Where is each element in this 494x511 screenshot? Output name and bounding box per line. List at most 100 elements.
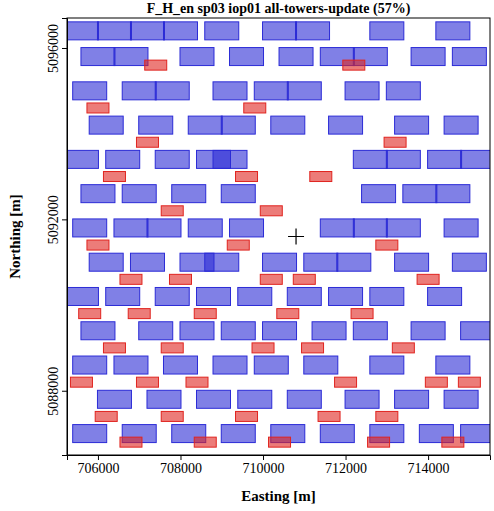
y-tick-label: 5092000	[46, 195, 61, 244]
y-tick: 5088000	[46, 367, 67, 416]
footprint-patch	[428, 150, 462, 168]
footprint-patch	[213, 82, 247, 100]
footprint-patch	[221, 425, 255, 443]
chart-title: F_H_en sp03 iop01 all-towers-update (57%…	[147, 1, 411, 17]
footprint-patch	[384, 137, 406, 147]
footprint-patch	[310, 172, 332, 182]
y-tick-mark	[62, 48, 67, 49]
footprint-patch	[161, 411, 183, 421]
footprint-patch	[458, 377, 480, 387]
footprint-patch	[436, 22, 470, 40]
footprint-patch	[238, 287, 272, 305]
footprint-patch	[236, 172, 258, 182]
footprint-patch	[386, 150, 420, 168]
footprint-patch	[370, 287, 404, 305]
footprint-patch	[205, 22, 239, 40]
footprint-patch	[163, 22, 197, 40]
footprint-patch	[351, 309, 373, 319]
chart: 7060007080007100007120007140005088000509…	[0, 0, 494, 511]
footprint-patch	[180, 322, 214, 340]
footprint-patch	[411, 48, 445, 66]
footprint-patch	[169, 274, 191, 284]
footprint-patch	[403, 185, 437, 203]
footprint-patch	[304, 356, 338, 374]
y-tick-mark	[62, 391, 67, 392]
footprint-patch	[254, 356, 288, 374]
footprint-patch	[87, 240, 109, 250]
footprint-patch	[155, 287, 189, 305]
plot: 7060007080007100007120007140005088000509…	[46, 18, 494, 476]
y-axis-title: Northing [m]	[7, 194, 23, 279]
footprint-patch	[461, 322, 490, 340]
footprint-patch	[263, 322, 297, 340]
footprint-patch	[230, 48, 264, 66]
footprint-patch	[318, 411, 340, 421]
footprint-patch	[114, 48, 148, 66]
series-2	[288, 229, 304, 245]
x-tick: 710000	[243, 455, 285, 476]
x-tick-label: 710000	[243, 461, 285, 476]
footprint-patch	[172, 185, 206, 203]
footprint-patch	[452, 253, 486, 271]
footprint-patch	[188, 219, 222, 237]
footprint-patch	[362, 185, 396, 203]
footprint-patch	[136, 137, 158, 147]
footprint-patch	[188, 116, 222, 134]
y-tick-label: 5088000	[46, 367, 61, 416]
footprint-patch	[87, 103, 109, 113]
footprint-patch	[345, 82, 379, 100]
footprint-patch	[89, 253, 123, 271]
footprint-patch	[106, 150, 140, 168]
footprint-patch	[260, 206, 282, 216]
footprint-patch	[296, 22, 330, 40]
footprint-patch	[180, 48, 214, 66]
footprint-patch	[436, 356, 470, 374]
footprint-patch	[386, 219, 420, 237]
x-tick: 714000	[408, 455, 450, 476]
x-tick-mark	[98, 455, 99, 460]
footprint-patch	[329, 287, 363, 305]
footprint-patch	[161, 343, 183, 353]
x-tick-mark	[263, 455, 264, 460]
footprint-patch	[370, 22, 404, 40]
footprint-patch	[428, 287, 462, 305]
footprint-patch	[70, 377, 92, 387]
footprint-patch	[425, 377, 447, 387]
footprint-patch	[452, 48, 486, 66]
footprint-patch	[73, 82, 107, 100]
footprint-patch	[197, 287, 231, 305]
footprint-patch	[304, 253, 338, 271]
x-tick-label: 714000	[408, 461, 450, 476]
footprint-patch	[81, 185, 115, 203]
footprint-patch	[386, 82, 420, 100]
footprint-patch	[263, 22, 297, 40]
y-axis: 508800050920005096000	[46, 19, 68, 456]
footprint-patch	[136, 377, 158, 387]
footprint-patch	[145, 60, 167, 70]
footprint-patch	[114, 219, 148, 237]
footprint-patch	[252, 343, 274, 353]
y-tick-mark	[62, 219, 67, 220]
footprint-patch	[161, 206, 183, 216]
tower-marker	[288, 229, 304, 245]
footprint-patch	[411, 322, 445, 340]
footprint-patch	[461, 150, 490, 168]
footprint-patch	[67, 22, 98, 40]
y-axis-line	[62, 19, 68, 456]
footprint-patch	[442, 437, 464, 447]
footprint-patch	[461, 425, 490, 443]
footprint-patch	[271, 116, 305, 134]
footprint-patch	[353, 150, 387, 168]
footprint-patch	[263, 253, 297, 271]
footprint-patch	[293, 274, 315, 284]
footprint-patch	[89, 116, 123, 134]
x-tick-label: 712000	[325, 461, 367, 476]
footprint-patch	[122, 185, 156, 203]
footprint-patch	[147, 390, 181, 408]
footprint-patch	[163, 356, 197, 374]
footprint-patch	[230, 219, 264, 237]
x-tick-label: 706000	[77, 461, 119, 476]
footprint-patch	[353, 322, 387, 340]
footprint-patch	[417, 274, 439, 284]
footprint-patch	[73, 425, 107, 443]
